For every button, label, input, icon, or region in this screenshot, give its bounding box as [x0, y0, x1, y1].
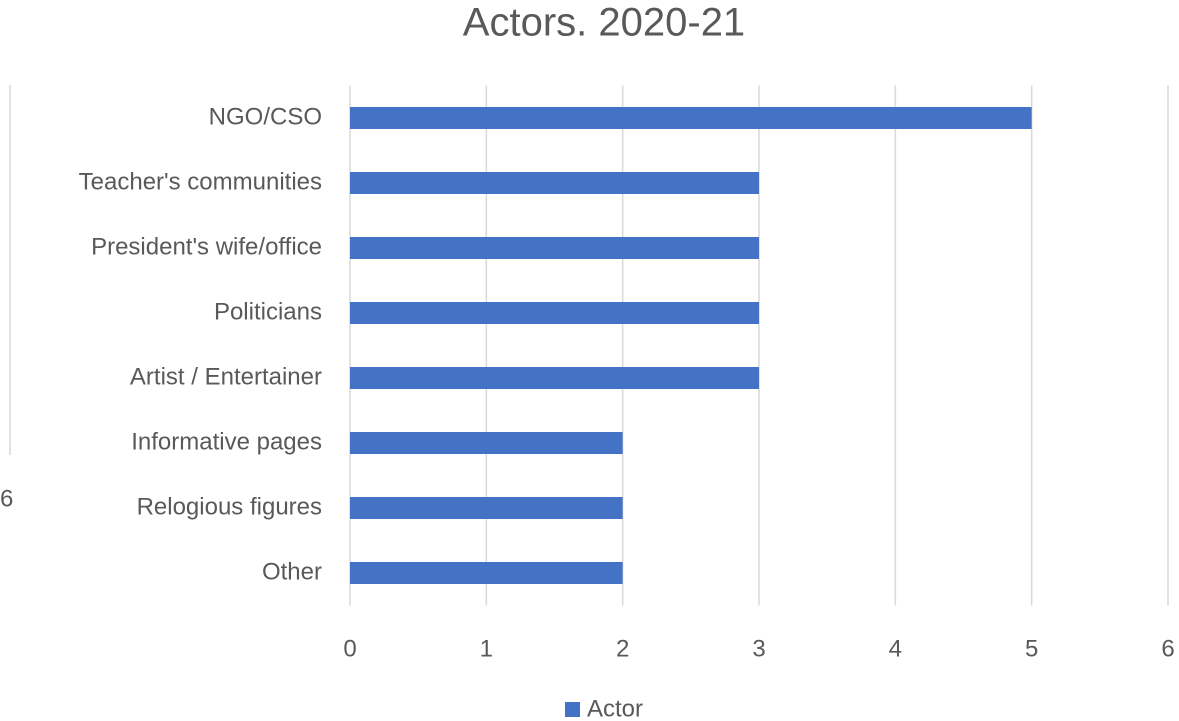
bar [350, 302, 759, 324]
y-tick-label: Politicians [214, 298, 322, 325]
y-tick-label: Artist / Entertainer [130, 363, 322, 390]
bar [350, 367, 759, 389]
annotation: 6 [0, 485, 13, 512]
x-tick-label: 4 [889, 635, 902, 662]
y-tick-label: Relogious figures [137, 493, 322, 520]
bar [350, 237, 759, 259]
bar [350, 172, 759, 194]
x-tick-label: 1 [480, 635, 493, 662]
legend-label: Actor [587, 695, 643, 721]
legend-swatch [565, 702, 580, 717]
bar [350, 107, 1032, 129]
y-tick-label: Other [262, 558, 322, 585]
x-tick-label: 0 [343, 635, 356, 662]
chart-title: Actors. 2020-21 [463, 1, 745, 45]
bar [350, 562, 623, 584]
x-tick-label: 6 [1161, 635, 1174, 662]
y-tick-label: Informative pages [131, 428, 322, 455]
y-tick-label: President's wife/office [91, 233, 322, 260]
y-tick-label: NGO/CSO [209, 103, 322, 130]
x-tick-label: 5 [1025, 635, 1038, 662]
x-tick-label: 3 [752, 635, 765, 662]
bar [350, 497, 623, 519]
y-tick-label: Teacher's communities [79, 168, 322, 195]
x-tick-label: 2 [616, 635, 629, 662]
bar [350, 432, 623, 454]
